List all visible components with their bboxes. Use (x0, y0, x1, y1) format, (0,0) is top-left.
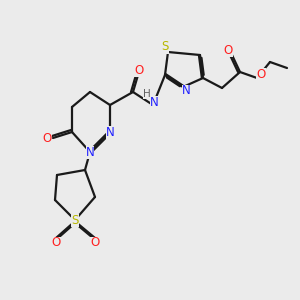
Text: O: O (90, 236, 100, 250)
Text: O: O (224, 44, 232, 56)
Text: O: O (42, 133, 52, 146)
Text: N: N (182, 85, 190, 98)
Text: S: S (161, 40, 169, 53)
Text: O: O (134, 64, 144, 76)
Text: O: O (256, 68, 266, 80)
Text: S: S (71, 214, 79, 226)
Text: N: N (106, 125, 114, 139)
Text: H: H (143, 89, 151, 99)
Text: N: N (85, 146, 94, 158)
Text: N: N (150, 95, 158, 109)
Text: O: O (51, 236, 61, 250)
